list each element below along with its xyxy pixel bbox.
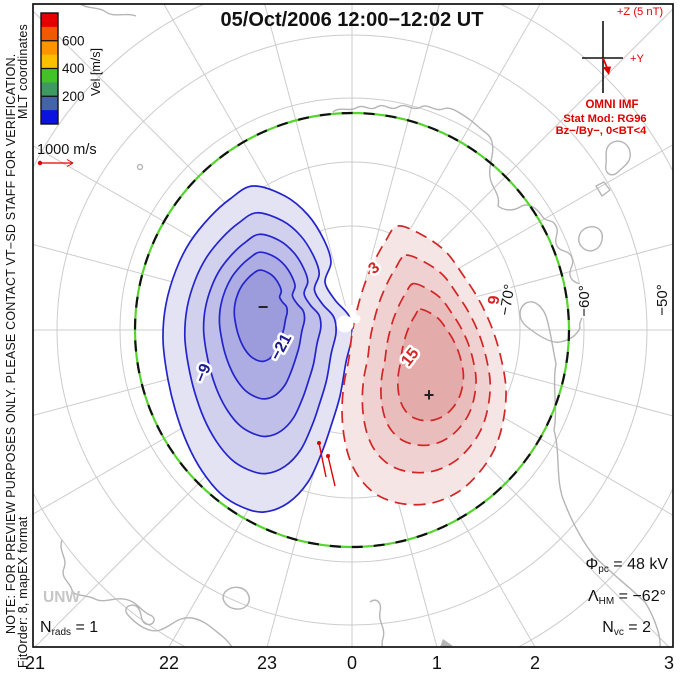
island bbox=[595, 181, 611, 197]
imf-source-label: OMNI IMF bbox=[585, 99, 638, 111]
colorbar-tick: 200 bbox=[62, 89, 85, 104]
colorbar-segments bbox=[41, 13, 58, 125]
colorbar-segment bbox=[41, 13, 58, 28]
velocity-vector bbox=[318, 442, 327, 478]
colorbar-border bbox=[40, 12, 59, 125]
imf-y-label: +Y bbox=[630, 53, 645, 65]
colorbar-segment bbox=[41, 82, 58, 97]
reference-vector-dot bbox=[37, 160, 43, 166]
imf-model-label: Stat Mod: RG96 bbox=[563, 113, 646, 125]
plot-frame bbox=[32, 3, 674, 648]
mlt-axis-label: 21 bbox=[25, 653, 45, 673]
colorbar-axis-label: Vel [m/s] bbox=[89, 48, 103, 96]
velocity-vector-dot bbox=[326, 454, 330, 458]
mlt-axis-label: 3 bbox=[664, 653, 674, 673]
mlt-meridian bbox=[357, 4, 440, 306]
latitude-label-50: −50° bbox=[654, 284, 671, 315]
negative-potential-cell bbox=[162, 185, 353, 513]
colorbar-tick: 600 bbox=[62, 33, 85, 48]
preview-note: NOTE: FOR PREVIEW PURPOSES ONLY. PLEASE … bbox=[4, 54, 18, 634]
radar-count: Nrads = 1 bbox=[40, 619, 98, 638]
coastline-segment bbox=[332, 104, 661, 647]
coastline bbox=[60, 4, 661, 647]
colorbar-segment bbox=[41, 40, 58, 56]
pole-marker bbox=[351, 314, 361, 324]
colorbar-segment bbox=[41, 26, 58, 42]
island bbox=[604, 140, 632, 176]
page-title: 05/Oct/2006 12:00−12:02 UT bbox=[221, 9, 484, 31]
reference-vector-legend: 1000 m/s bbox=[37, 142, 97, 167]
colorbar-segment bbox=[41, 96, 58, 111]
colorbar-segment bbox=[41, 110, 58, 125]
colorbar-tick: 400 bbox=[62, 61, 85, 76]
imf-z-label: +Z (5 nT) bbox=[617, 6, 664, 18]
island bbox=[578, 226, 603, 252]
coordinates-note: MLT coordinates bbox=[16, 24, 30, 119]
colorbar-ticks: 600 400 200 bbox=[62, 33, 85, 104]
cross-polar-cap-potential: Φpc = 48 kV bbox=[586, 556, 669, 575]
velocity-vector bbox=[327, 455, 336, 487]
island bbox=[136, 163, 144, 171]
mlt-axis-label: 23 bbox=[257, 653, 277, 673]
latitude-label-60: −60° bbox=[576, 285, 593, 316]
imf-reference-cross: +Z (5 nT) +Y OMNI IMF Stat Mod: RG96 Bz−… bbox=[556, 6, 664, 137]
reference-vector-label: 1000 m/s bbox=[37, 142, 97, 158]
velocity-vector-dot bbox=[317, 441, 321, 445]
pole-marker bbox=[336, 315, 354, 333]
coastline-segment bbox=[369, 599, 385, 647]
mlt-axis-label: 0 bbox=[347, 653, 357, 673]
positive-contour-ring bbox=[396, 308, 465, 422]
imf-clock-label: Bz−/By−, 0<BT<4 bbox=[556, 125, 648, 137]
radar-station-label: UNW bbox=[43, 589, 80, 606]
positive-center-sign: + bbox=[424, 385, 435, 405]
island bbox=[222, 586, 250, 610]
velocity-vectors bbox=[317, 441, 336, 487]
colorbar: 600 400 200 Vel [m/s] bbox=[40, 12, 103, 125]
colorbar-segment bbox=[41, 68, 58, 83]
imf-vector-arrowhead bbox=[602, 66, 611, 75]
colorbar-segment bbox=[41, 54, 58, 69]
mlt-axis-label: 2 bbox=[530, 653, 540, 673]
mlt-axis: 21 22 23 0 1 2 3 bbox=[25, 653, 674, 673]
island bbox=[440, 639, 453, 647]
vector-count: Nvc = 2 bbox=[602, 619, 651, 638]
mlt-meridian bbox=[264, 4, 347, 306]
positive-potential-cell bbox=[341, 225, 507, 506]
heppner-maynard-boundary bbox=[133, 111, 571, 549]
negative-contour-ring bbox=[233, 269, 289, 363]
mlt-axis-label: 1 bbox=[432, 653, 442, 673]
reference-vector-arrowhead bbox=[66, 159, 74, 167]
map-statistics: Φpc = 48 kV ΛHM = −62° Nvc = 2 Nrads = 1 bbox=[40, 556, 668, 638]
coastline-segment bbox=[79, 4, 137, 17]
coastline-segment bbox=[60, 539, 233, 647]
negative-center-sign: − bbox=[258, 297, 269, 317]
hm-boundary-latitude: ΛHM = −62° bbox=[588, 588, 666, 607]
fit-order-note: FitOrder: 8, mapEX format bbox=[16, 516, 30, 668]
mlt-axis-label: 22 bbox=[159, 653, 179, 673]
hm-boundary-black-dashes bbox=[133, 111, 571, 549]
